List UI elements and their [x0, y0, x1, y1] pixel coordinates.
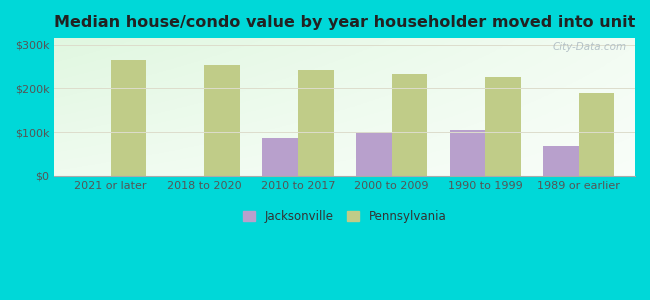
Bar — [356, 132, 391, 176]
Bar — [111, 60, 146, 176]
Legend: Jacksonville, Pennsylvania: Jacksonville, Pennsylvania — [239, 206, 451, 228]
Bar — [263, 138, 298, 176]
Bar — [391, 74, 427, 176]
Bar — [578, 93, 614, 176]
Title: Median house/condo value by year householder moved into unit: Median house/condo value by year househo… — [54, 15, 636, 30]
Bar — [485, 77, 521, 176]
Bar — [204, 65, 240, 176]
Bar — [543, 146, 578, 176]
Text: City-Data.com: City-Data.com — [552, 42, 627, 52]
Bar — [450, 130, 485, 176]
Bar — [298, 70, 333, 176]
